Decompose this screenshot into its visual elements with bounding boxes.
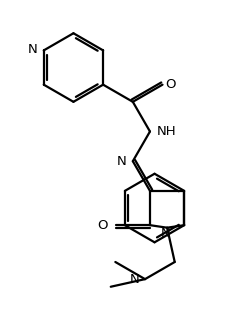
Text: O: O xyxy=(164,78,175,91)
Text: N: N xyxy=(116,155,126,168)
Text: N: N xyxy=(160,227,170,240)
Text: NH: NH xyxy=(156,125,175,138)
Text: N: N xyxy=(27,43,37,56)
Text: N: N xyxy=(130,273,139,286)
Text: O: O xyxy=(97,219,108,232)
